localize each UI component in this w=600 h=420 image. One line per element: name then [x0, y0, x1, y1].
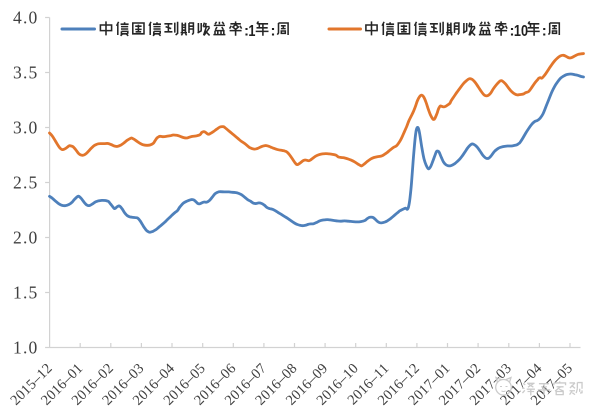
svg-text:1: 1: [248, 23, 255, 40]
svg-text::: :: [271, 22, 276, 39]
svg-text::: :: [510, 22, 515, 39]
svg-text:3.0: 3.0: [13, 118, 38, 138]
svg-text::: :: [542, 22, 547, 39]
svg-text::: :: [244, 22, 249, 39]
svg-text:3.5: 3.5: [13, 63, 38, 83]
svg-text:2.0: 2.0: [13, 228, 38, 248]
svg-text:1.5: 1.5: [13, 283, 38, 303]
svg-text:4.0: 4.0: [13, 8, 38, 28]
svg-text:2.5: 2.5: [13, 173, 38, 193]
svg-text:10: 10: [514, 23, 528, 40]
svg-text:1.0: 1.0: [13, 338, 38, 358]
